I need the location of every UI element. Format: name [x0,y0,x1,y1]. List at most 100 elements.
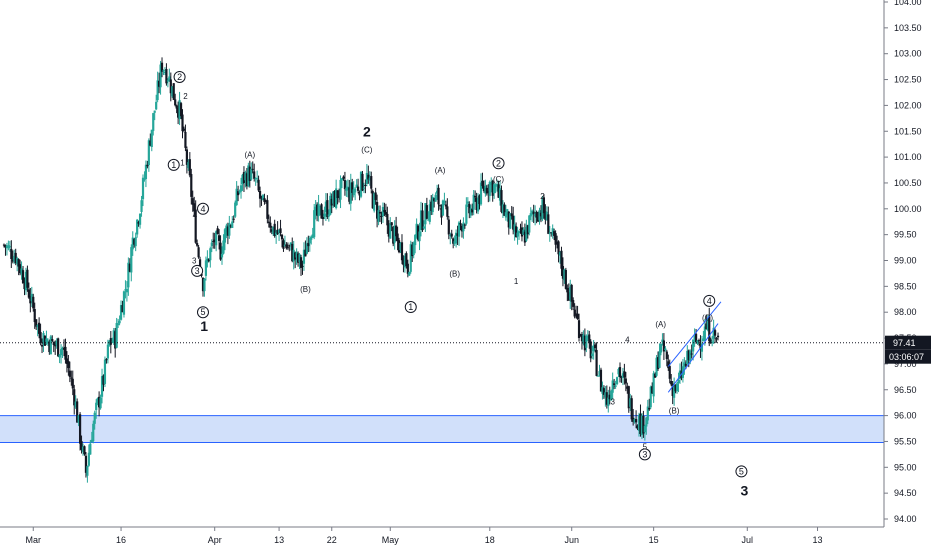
time-tick-label: 16 [116,535,126,545]
wave-label-text: (A) [244,151,255,160]
candle-body [715,338,718,340]
countdown-label: 03:06:07 [889,352,924,362]
candle-body [162,70,165,72]
candle-body [324,201,327,213]
candle-body [519,228,522,230]
candle-body [169,79,172,94]
candle-body [522,229,525,236]
candle-body [216,228,219,234]
candle-body [160,62,164,72]
countdown-tag [885,349,931,364]
wave-label: (B) [449,269,460,278]
candle-body [583,335,586,351]
candle-body [507,211,510,228]
support-zone [0,415,884,443]
candle-body [188,159,191,176]
candle-body [203,278,206,292]
candle-body [437,187,440,205]
candle-body [634,419,638,423]
candle-body [196,243,199,246]
candle-body [618,367,622,378]
wave-label: 1 [404,301,417,314]
candle-body [254,178,257,180]
candle-body [424,203,427,225]
candle-body [339,179,342,200]
candle-body [665,351,668,359]
candle-body [291,243,294,262]
candle-body [279,228,282,234]
candle-body [130,247,133,273]
wave-label-circle [404,301,417,314]
time-tick-label: 22 [327,535,337,545]
candle-body [376,201,379,219]
candle-body [498,188,502,201]
candle-body [38,322,41,334]
candle-body [608,394,611,400]
price-tick-label: 95.00 [894,462,917,472]
candle-body [307,242,310,247]
candle-body [266,200,269,219]
candle-body [392,226,395,244]
candle-body [548,232,551,234]
candle-body [484,185,487,194]
candle-body [494,184,497,187]
candle-body [194,209,197,243]
candle-body [411,244,414,257]
candle-body [215,231,218,246]
candle-body [714,330,717,336]
candle-body [143,178,146,180]
candle-body [414,234,417,246]
candle-body [667,361,670,369]
time-tick-label: 18 [485,535,495,545]
wave-label: (A) [435,166,446,175]
candle-body [555,242,559,245]
wave-label-circle [492,157,505,170]
candle-body [604,392,607,398]
candle-body [621,373,625,378]
candle-body [435,190,439,194]
price-tick-label: 100.50 [894,178,922,188]
wave-label-text: 1 [408,302,413,312]
candle-body [646,406,649,421]
candle-body [83,446,86,455]
candle-body [709,339,712,343]
candle-body [105,359,108,361]
time-tick-label: 15 [649,535,659,545]
candle-body [512,215,515,230]
candle-body [217,235,221,241]
wave-label-text: 3 [642,449,647,459]
wave-label: 5 [643,443,648,452]
price-tick-label: 103.50 [894,23,922,33]
candle-body [304,249,307,257]
candle-body [671,383,674,396]
candle-body [585,335,588,348]
candle-body [579,335,582,337]
time-tick-label: Jul [742,535,754,545]
candle-body [361,173,364,191]
candle-body [639,413,642,434]
wave-label-text: 1 [180,158,185,167]
wave-label: 1 [200,318,208,334]
candle-body [405,253,408,266]
candle-body [103,359,107,384]
candle-body [418,231,421,242]
candle-body [642,415,645,434]
candle-body [18,264,22,274]
wave-label-text: 2 [363,123,371,139]
wave-label-text: 2 [177,72,182,82]
wave-label-text: 3 [610,398,615,407]
candle-body [152,113,155,131]
candle-body [649,386,652,408]
candle-body [90,439,93,443]
candle-body [438,205,442,207]
candle-body [125,288,129,293]
candle-body [566,288,569,293]
wave-label: (A) [655,320,666,329]
candle-body [534,213,537,217]
wave-label-text: 4 [707,296,712,306]
candle-body [29,296,32,304]
candle-body [471,208,474,213]
candle-body [282,240,285,249]
